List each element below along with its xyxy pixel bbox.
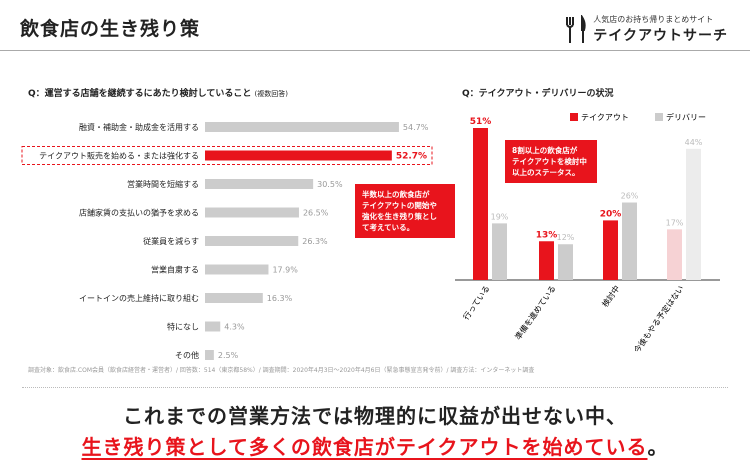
bar bbox=[558, 244, 573, 280]
value-label: 20% bbox=[600, 209, 622, 219]
callout-left: 半数以上の飲食店が テイクアウトの開始や 強化を生き残り策とし て考えている。 bbox=[355, 184, 455, 238]
fork-knife-icon bbox=[566, 14, 586, 43]
bar bbox=[205, 179, 314, 189]
value-label: 26.3% bbox=[302, 237, 328, 246]
legend-swatch-delivery bbox=[655, 113, 663, 121]
category-label: イートインの売上維持に取り組む bbox=[79, 293, 199, 303]
value-label: 12% bbox=[557, 233, 575, 242]
category-label: 準備を進めている bbox=[513, 283, 558, 341]
bar bbox=[205, 150, 392, 161]
value-label: 17.9% bbox=[272, 266, 298, 275]
bar bbox=[492, 223, 507, 280]
category-label: その他 bbox=[175, 350, 199, 360]
value-label: 2.5% bbox=[218, 351, 239, 360]
value-label: 54.7% bbox=[403, 123, 429, 132]
value-label: 26.5% bbox=[303, 209, 329, 218]
brand-subtitle: 人気店のお持ち帰りまとめサイト bbox=[593, 15, 714, 24]
legend-swatch-takeout bbox=[570, 113, 578, 121]
bar bbox=[622, 202, 637, 280]
caption-line-2: 生き残り策として多くの飲食店がテイクアウトを始めている。 bbox=[0, 431, 750, 460]
caption-line-1: これまでの営業方法では物理的に収益が出せない中、 bbox=[123, 404, 627, 428]
category-label: 営業時間を短縮する bbox=[127, 179, 199, 189]
category-label: テイクアウト販売を始める・または強化する bbox=[39, 151, 199, 161]
left-question-label: Q：運営する店舗を継続するにあたり検討していること bbox=[28, 89, 252, 99]
value-label: 52.7% bbox=[396, 152, 427, 162]
legend-label: デリバリー bbox=[666, 112, 706, 122]
callout-right: 8割以上の飲食店が テイクアウトを検討中 以上のステータス。 bbox=[505, 140, 597, 183]
category-label: 店舗家賃の支払いの猶予を求める bbox=[79, 208, 199, 218]
brand-name: テイクアウトサーチ bbox=[593, 28, 728, 44]
legend-label: テイクアウト bbox=[581, 113, 629, 122]
value-label: 13% bbox=[536, 230, 558, 240]
left-bar-chart: 融資・補助金・助成金を活用する 54.7% テイクアウト販売を始める・または強化する… bbox=[21, 122, 433, 360]
brand-logo: 人気店のお持ち帰りまとめサイト テイクアウトサーチ bbox=[563, 14, 728, 45]
value-label: 17% bbox=[666, 218, 684, 227]
category-label: 検討中 bbox=[600, 283, 622, 308]
category-label: 行っている bbox=[461, 283, 492, 321]
value-label: 44% bbox=[685, 138, 703, 147]
category-label: 融資・補助金・助成金を活用する bbox=[79, 122, 199, 132]
bar bbox=[539, 241, 554, 280]
category-label: 従業員を減らす bbox=[143, 236, 199, 246]
value-label: 26% bbox=[621, 192, 639, 201]
bar bbox=[473, 128, 488, 280]
category-label: 営業自粛する bbox=[151, 265, 199, 275]
category-label: 今後もやる予定はない bbox=[632, 283, 686, 354]
category-label: 特になし bbox=[167, 322, 199, 332]
right-bar-chart: テイクアウト デリバリー 51% 19% 行っている 13% 12% 準備を進めている 20% 2… bbox=[455, 112, 720, 355]
caption-highlight: 生き残り策として多くの飲食店がテイクアウトを始めている bbox=[81, 435, 648, 459]
bar bbox=[667, 229, 682, 280]
bar bbox=[205, 350, 214, 360]
caption-end: 。 bbox=[647, 435, 669, 459]
survey-note: 調査対象：飲食店.COM会員（飲食店経営者・運営者）/ 回答数：514（東京都5… bbox=[28, 367, 535, 374]
dotted-divider bbox=[22, 387, 728, 388]
left-question: Q：運営する店舗を継続するにあたり検討していること (複数回答) bbox=[28, 86, 288, 99]
value-label: 16.3% bbox=[267, 294, 293, 303]
value-label: 19% bbox=[491, 212, 509, 221]
bar bbox=[205, 293, 263, 303]
bar bbox=[205, 321, 221, 332]
bar bbox=[205, 236, 299, 246]
header-divider bbox=[0, 50, 750, 51]
bar bbox=[205, 264, 269, 275]
bar bbox=[205, 207, 299, 218]
page-title: 飲食店の生き残り策 bbox=[20, 18, 201, 40]
bar bbox=[603, 220, 618, 280]
right-question: Q：テイクアウト・デリバリーの状況 bbox=[462, 89, 614, 99]
highlight-frame bbox=[21, 146, 433, 165]
bar bbox=[205, 122, 399, 132]
value-label: 51% bbox=[470, 117, 492, 127]
value-label: 4.3% bbox=[224, 323, 245, 332]
left-question-sub: (複数回答) bbox=[254, 90, 288, 98]
value-label: 30.5% bbox=[317, 180, 343, 189]
bar bbox=[686, 148, 701, 280]
